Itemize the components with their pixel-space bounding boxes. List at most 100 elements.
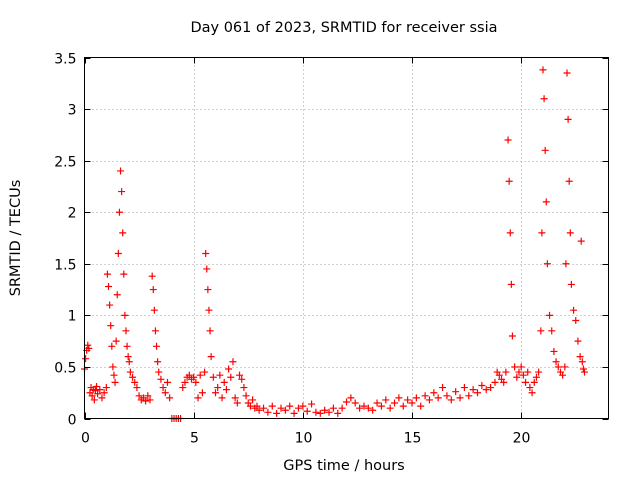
data-point [231,394,239,402]
data-point [84,341,92,349]
data-point [564,115,572,123]
data-point [522,378,530,386]
data-point [142,397,150,405]
data-point [225,365,233,373]
data-point [425,396,433,404]
y-tick-label: 3.5 [54,52,76,68]
data-point [118,188,126,196]
data-point [469,386,477,394]
data-point [100,389,108,397]
data-point [123,342,131,350]
data-point [260,404,268,412]
data-point [121,311,129,319]
data-point [268,402,276,410]
data-point [452,388,460,396]
data-point [506,229,514,237]
data-point [154,358,162,366]
data-point [538,229,546,237]
data-point [563,69,571,77]
data-point [567,280,575,288]
data-point [356,404,364,412]
data-point [133,384,141,392]
data-point [478,381,486,389]
data-point [129,373,137,381]
data-point [212,389,219,397]
data-point [222,386,230,394]
data-point [511,363,519,371]
x-tick-label: 0 [81,431,90,447]
data-point [196,371,204,379]
data-point [281,406,289,414]
data-point [112,337,120,345]
data-point [308,400,316,408]
x-tick-label: 5 [190,431,199,447]
data-point [447,396,455,404]
data-point [107,322,115,330]
data-point [236,371,244,379]
data-point [430,389,438,397]
data-point [240,384,248,392]
data-point [395,394,403,402]
data-point [120,270,128,278]
data-point [329,404,337,412]
data-point [552,358,560,366]
data-point [505,177,513,185]
data-point [113,291,121,299]
data-point [574,337,582,345]
data-point [377,402,385,410]
data-point [572,317,580,325]
data-point [321,406,329,414]
data-point [111,378,119,386]
data-point [399,402,407,410]
data-point [163,378,171,386]
data-point [580,368,588,376]
data-point [369,406,377,414]
data-point [517,363,525,371]
x-axis-label: GPS time / hours [283,458,404,474]
data-point [110,371,118,379]
x-tick-label: 10 [295,431,313,447]
data-point [96,386,104,394]
data-point [542,198,550,206]
y-tick-label: 3 [68,103,77,119]
data-point [242,392,250,400]
data-point [334,409,342,417]
data-point [249,396,257,404]
data-point [577,237,585,245]
data-point [421,392,429,400]
data-point [192,378,200,386]
y-tick-label: 2 [68,206,77,222]
data-point [202,249,210,257]
data-point [185,371,193,379]
data-point [159,384,167,392]
data-point [474,389,481,397]
data-point [148,272,156,280]
data-point [565,177,573,185]
data-point [373,399,381,407]
y-tick-label: 1 [68,309,77,325]
data-point [233,399,241,407]
data-point [151,327,159,335]
data-point [103,270,111,278]
data-point [124,353,132,361]
data-point [386,404,394,412]
data-point [125,358,133,366]
data-point [179,384,187,392]
data-point [207,353,215,361]
data-point [439,384,447,392]
data-point [465,392,473,400]
y-tick-label: 1.5 [54,258,76,274]
y-tick-label: 0 [68,413,77,429]
data-point [194,394,202,402]
data-point [166,394,174,402]
data-point [554,363,562,371]
data-point [299,402,307,410]
y-tick-label: 2.5 [54,155,76,171]
data-point [216,371,224,379]
data-point [205,306,213,314]
data-point [150,306,158,314]
data-point [502,368,510,376]
data-point [548,327,556,335]
data-point [460,384,468,392]
data-point [539,66,547,74]
